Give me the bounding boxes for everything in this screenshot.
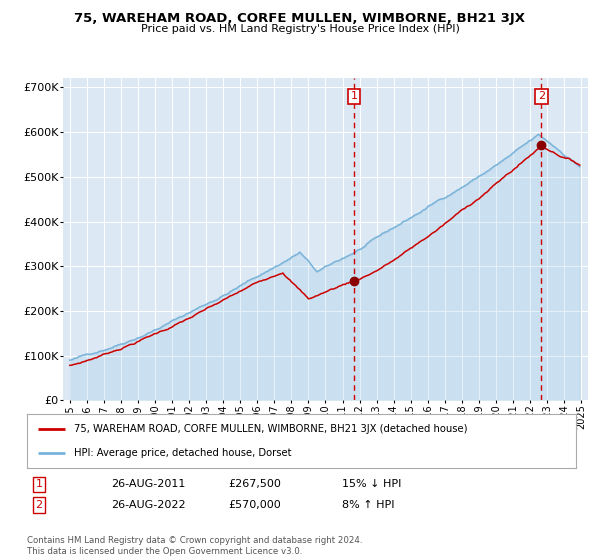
- Text: 15% ↓ HPI: 15% ↓ HPI: [342, 479, 401, 489]
- Text: 26-AUG-2022: 26-AUG-2022: [111, 500, 185, 510]
- Text: HPI: Average price, detached house, Dorset: HPI: Average price, detached house, Dors…: [74, 448, 291, 458]
- Text: 2: 2: [35, 500, 43, 510]
- Text: £570,000: £570,000: [228, 500, 281, 510]
- Text: 8% ↑ HPI: 8% ↑ HPI: [342, 500, 395, 510]
- Text: Price paid vs. HM Land Registry's House Price Index (HPI): Price paid vs. HM Land Registry's House …: [140, 24, 460, 34]
- Text: Contains HM Land Registry data © Crown copyright and database right 2024.
This d: Contains HM Land Registry data © Crown c…: [27, 536, 362, 556]
- Text: 26-AUG-2011: 26-AUG-2011: [111, 479, 185, 489]
- Text: 1: 1: [35, 479, 43, 489]
- Text: 75, WAREHAM ROAD, CORFE MULLEN, WIMBORNE, BH21 3JX: 75, WAREHAM ROAD, CORFE MULLEN, WIMBORNE…: [74, 12, 526, 25]
- Text: 2: 2: [538, 91, 545, 101]
- Text: 1: 1: [350, 91, 358, 101]
- Text: 75, WAREHAM ROAD, CORFE MULLEN, WIMBORNE, BH21 3JX (detached house): 75, WAREHAM ROAD, CORFE MULLEN, WIMBORNE…: [74, 424, 467, 434]
- Text: £267,500: £267,500: [228, 479, 281, 489]
